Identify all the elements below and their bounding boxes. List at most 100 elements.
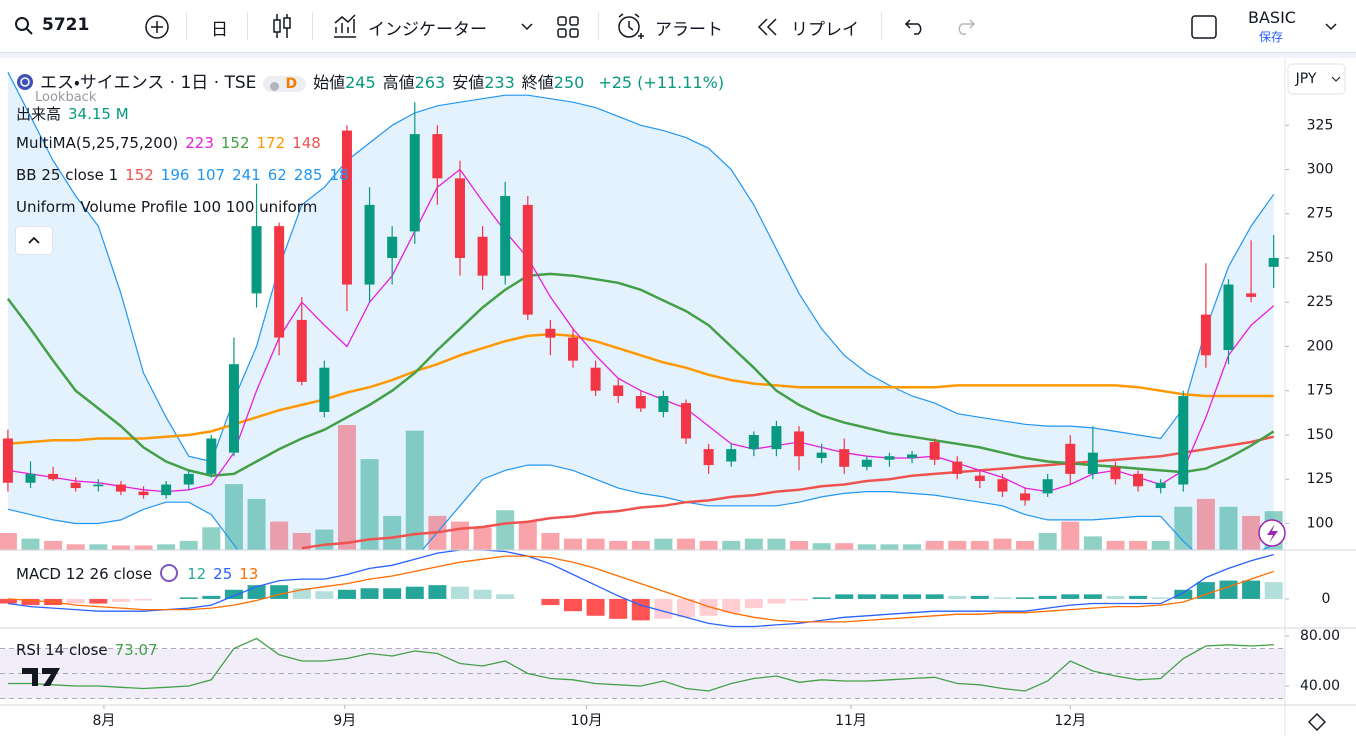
redo[interactable] — [954, 18, 976, 36]
ohlc-name: 始値 — [313, 73, 346, 92]
macd-histogram — [880, 594, 899, 599]
toolbar: 5721 日 インジケーター アラート リプレイ BASIC 保存 — [0, 0, 1356, 53]
candle-body — [635, 396, 646, 409]
macd-value: 25 — [213, 565, 233, 583]
symbol-logo — [17, 74, 33, 90]
interval[interactable]: 日 — [211, 20, 228, 40]
rsi-name: RSI 14 close — [16, 641, 108, 659]
volume-bar — [993, 538, 1012, 550]
ohlc-name: 安値 — [452, 73, 485, 92]
volume-bar — [1083, 536, 1102, 550]
volume-bar — [44, 540, 63, 550]
macd-histogram — [993, 597, 1012, 599]
macd-histogram — [812, 597, 831, 599]
layout-name[interactable]: BASIC — [1248, 8, 1296, 27]
volume-bar — [405, 430, 424, 550]
macd-histogram — [202, 595, 221, 599]
fullscreen-box[interactable] — [1190, 14, 1218, 40]
volume-bar — [1038, 532, 1057, 550]
separator — [186, 12, 187, 40]
macd-histogram — [337, 589, 356, 599]
volume-bar — [744, 538, 763, 550]
volume-bar — [722, 540, 741, 550]
replay-icon[interactable] — [756, 17, 780, 37]
legend-bb: BB 25 close 1 152 196 107 241 62 285 18 — [16, 166, 356, 184]
candle-body — [1268, 257, 1279, 267]
macd-line — [7, 550, 1274, 628]
bb-lower — [7, 464, 1274, 550]
chevron[interactable] — [520, 22, 534, 32]
candle-body — [161, 484, 172, 496]
candle-body — [839, 449, 850, 467]
macd-histogram — [0, 598, 17, 604]
macd-histogram — [66, 598, 85, 604]
macd-histogram — [1151, 597, 1170, 599]
macd-histogram — [360, 588, 379, 599]
candle-body — [341, 130, 352, 285]
symbol[interactable]: 5721 — [42, 15, 90, 35]
chevron — [1331, 76, 1341, 82]
candle-body — [522, 204, 533, 315]
symbol-title: エス・サイエンス · 1日 · TSE — [40, 73, 257, 93]
volume-bar — [66, 544, 85, 550]
macd-histogram — [970, 595, 989, 599]
multima-value: 172 — [256, 134, 286, 152]
candle-body — [1065, 443, 1076, 474]
rsi-pane — [0, 637, 1285, 699]
bb-name: BB 25 close 1 — [16, 166, 119, 184]
change: +25 (+11.11%) — [598, 73, 725, 92]
replay[interactable]: リプレイ — [791, 20, 859, 40]
moving-average — [301, 435, 1274, 550]
volume-bar — [609, 540, 628, 550]
candle-body — [387, 236, 398, 258]
badge: D — [263, 76, 307, 92]
volume-bar — [270, 521, 289, 550]
price-pane — [0, 71, 1283, 550]
y-tick-label: 150 — [1307, 427, 1334, 443]
indicators[interactable]: インジケーター — [368, 20, 487, 40]
candle-body — [115, 484, 126, 492]
macd-histogram — [450, 586, 469, 599]
legend-volume: 出来高 34.15 M — [16, 103, 136, 124]
volume-bar — [948, 540, 967, 550]
alert-icon[interactable] — [616, 12, 646, 42]
candle-body — [500, 196, 511, 276]
lookback: Lookback — [35, 90, 97, 105]
candle-body — [1155, 482, 1166, 489]
macd-histogram — [1016, 597, 1035, 599]
macd-value: 13 — [239, 565, 259, 583]
search-icon[interactable] — [14, 16, 34, 36]
currency-box[interactable] — [1287, 63, 1346, 95]
save[interactable]: 保存 — [1259, 30, 1284, 44]
undo[interactable] — [904, 18, 926, 36]
layouts-icon[interactable] — [556, 15, 580, 39]
volume-bar — [89, 544, 108, 550]
candle-body — [1087, 452, 1098, 474]
add-symbol[interactable] — [144, 14, 170, 40]
legend-title-row: エス・サイエンス · 1日 · TSE D 始値245 高値263 安値233 終値250… — [16, 68, 731, 93]
settings-icon[interactable] — [1308, 713, 1326, 731]
macd-histogram — [948, 595, 967, 599]
volume-bar — [1196, 498, 1215, 550]
indicator-icon[interactable] — [332, 13, 358, 39]
bb-value: 241 — [232, 166, 261, 184]
volume-bar — [970, 540, 989, 550]
macd-value: 12 — [187, 565, 207, 583]
alert[interactable]: アラート — [655, 20, 723, 40]
volume-bar — [1219, 506, 1238, 550]
volume-bar — [586, 538, 605, 550]
candle-body — [703, 449, 714, 466]
chart-type[interactable] — [270, 12, 294, 40]
candle-body — [681, 403, 692, 439]
ohlc-value: 245 — [345, 73, 376, 92]
separator — [881, 12, 882, 40]
y-tick-label: 325 — [1307, 117, 1334, 133]
collapse-legend[interactable] — [15, 226, 53, 255]
ohlc-value: 233 — [484, 73, 515, 92]
refresh-icon[interactable] — [159, 563, 179, 583]
volume-bar — [677, 538, 696, 550]
volume-bar — [1061, 521, 1080, 550]
volume-bar — [1242, 515, 1261, 550]
chevron[interactable] — [1324, 22, 1338, 32]
macd-histogram — [405, 586, 424, 599]
